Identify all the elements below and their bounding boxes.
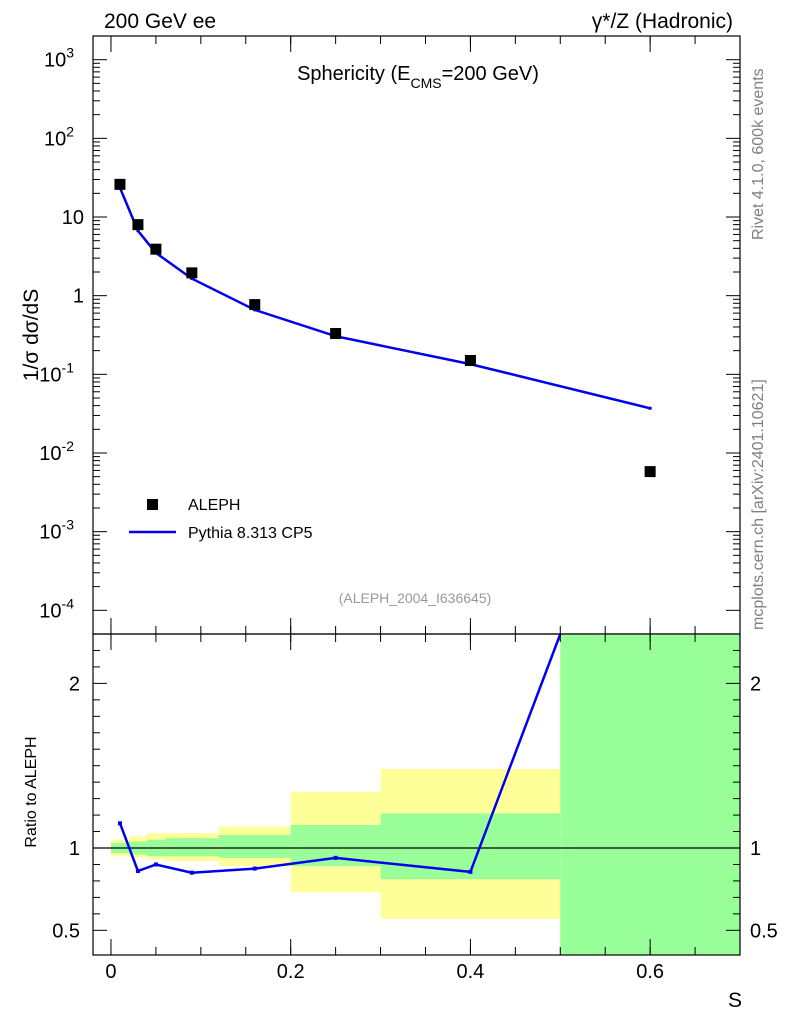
main-y-tick-base: 10 bbox=[44, 50, 66, 72]
main-y-tick-base: 10 bbox=[39, 364, 61, 386]
ratio-point bbox=[189, 870, 194, 875]
ratio-y-tick-label-right: 1 bbox=[750, 838, 761, 860]
rivet-info: Rivet 4.1.0, 600k events bbox=[750, 68, 767, 240]
ratio-frame bbox=[92, 633, 741, 956]
x-tick-label: 0.4 bbox=[457, 961, 485, 983]
main-y-tick-exponent: 2 bbox=[66, 123, 74, 139]
ratio-band-inner bbox=[164, 838, 219, 857]
pythia-point bbox=[648, 406, 652, 410]
main-y-tick-exponent: 3 bbox=[66, 45, 74, 61]
ratio-panel: 0.5 0.5 1 1 2 2 0 0.2 0.4 0.6 Ratio to ALEPH S bbox=[23, 633, 778, 1012]
aleph-data-point bbox=[150, 243, 162, 255]
main-y-tick-label: 10-3 bbox=[39, 517, 74, 544]
main-y-tick-base: 10 bbox=[62, 207, 84, 229]
main-y-tick-base: 10 bbox=[39, 600, 61, 622]
main-y-tick-base: 1 bbox=[73, 286, 84, 308]
legend-label-aleph: ALEPH bbox=[188, 497, 240, 514]
ratio-point bbox=[117, 821, 122, 826]
ratio-y-tick-label: 2 bbox=[69, 673, 80, 695]
ratio-band-inner bbox=[218, 834, 291, 858]
ratio-point bbox=[153, 862, 158, 867]
legend-marker-aleph bbox=[147, 499, 158, 510]
main-y-tick-base: 10 bbox=[39, 522, 61, 544]
main-panel: Sphericity (ECMS=200 GeV) 1/σ dσ/dS (ALE… bbox=[20, 35, 741, 635]
main-y-tick-exponent: -1 bbox=[62, 359, 75, 375]
main-y-tick-label: 102 bbox=[44, 123, 74, 150]
mcplots-info: mcplots.cern.ch [arXiv:2401.10621] bbox=[750, 379, 767, 630]
main-marks bbox=[114, 178, 656, 478]
aleph-data-point bbox=[186, 267, 198, 279]
main-title-tail: =200 GeV) bbox=[442, 63, 539, 85]
ratio-y-tick-label: 0.5 bbox=[52, 920, 80, 942]
main-ylabel: 1/σ dσ/dS bbox=[20, 289, 43, 381]
ratio-y-tick-label-right: 2 bbox=[750, 673, 761, 695]
main-y-tick-label: 10 bbox=[62, 207, 84, 229]
ratio-point bbox=[333, 855, 338, 860]
x-tick-label: 0 bbox=[105, 961, 116, 983]
main-y-tick-exponent: -2 bbox=[62, 438, 75, 454]
main-y-tick-exponent: -3 bbox=[62, 517, 75, 533]
aleph-data-point bbox=[464, 354, 476, 366]
main-y-tick-base: 10 bbox=[44, 128, 66, 150]
header-right: γ*/Z (Hadronic) bbox=[592, 10, 733, 33]
main-y-tick-base: 10 bbox=[39, 443, 61, 465]
aleph-data-point bbox=[330, 328, 342, 340]
main-title: Sphericity (ECMS=200 GeV) bbox=[297, 63, 539, 91]
legend-label-pythia: Pythia 8.313 CP5 bbox=[188, 525, 313, 542]
main-y-tick-label: 10-1 bbox=[39, 359, 74, 386]
x-axis-label: S bbox=[728, 989, 742, 1012]
ratio-bands bbox=[110, 634, 740, 955]
pythia-curve bbox=[118, 187, 651, 410]
ratio-band-inner bbox=[380, 813, 561, 880]
x-tick-label: 0.6 bbox=[636, 961, 664, 983]
ratio-point bbox=[468, 869, 473, 874]
ratio-ticks: 0.5 0.5 1 1 2 2 0 0.2 0.4 0.6 bbox=[52, 634, 778, 983]
x-tick-label: 0.2 bbox=[277, 961, 305, 983]
main-title-subscript: CMS bbox=[410, 75, 441, 91]
main-y-tick-label: 1 bbox=[73, 286, 84, 308]
main-y-tick-label: 10-2 bbox=[39, 438, 74, 465]
main-y-tick-label: 103 bbox=[44, 45, 74, 72]
main-y-tick-label: 10-4 bbox=[39, 595, 74, 622]
header-left: 200 GeV ee bbox=[104, 10, 216, 33]
legend: ALEPH Pythia 8.313 CP5 bbox=[129, 497, 313, 542]
main-y-tick-exponent: -4 bbox=[62, 595, 75, 611]
main-title-text: Sphericity (E bbox=[297, 63, 410, 85]
aleph-data-point bbox=[132, 219, 144, 231]
ratio-y-tick-label: 1 bbox=[69, 838, 80, 860]
aleph-data-point bbox=[114, 178, 126, 190]
aleph-data-point bbox=[644, 466, 656, 478]
ratio-marks bbox=[93, 633, 740, 875]
ratio-point bbox=[252, 866, 257, 871]
pythia-point bbox=[136, 229, 140, 233]
ratio-band-inner bbox=[560, 634, 740, 955]
aleph-data-point bbox=[249, 299, 261, 311]
ratio-y-tick-label-right: 0.5 bbox=[750, 920, 778, 942]
ratio-curve bbox=[118, 633, 562, 874]
pythia-point bbox=[190, 277, 194, 281]
ratio-point bbox=[135, 869, 140, 874]
main-frame bbox=[92, 35, 741, 635]
analysis-ref: (ALEPH_2004_I636645) bbox=[339, 590, 492, 606]
ratio-ylabel: Ratio to ALEPH bbox=[23, 736, 40, 847]
